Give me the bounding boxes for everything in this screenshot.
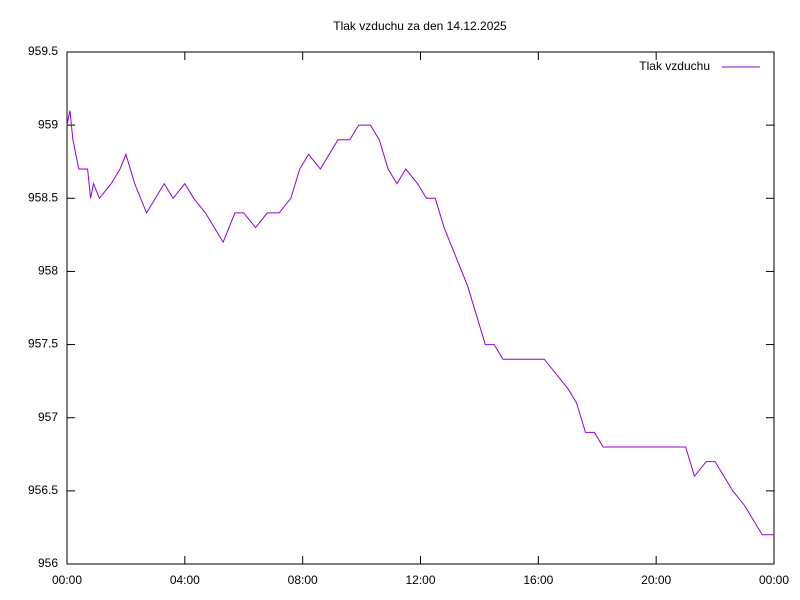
y-tick-label: 958 <box>38 264 58 278</box>
data-line <box>66 110 774 536</box>
x-tick-label: 16:00 <box>523 573 553 587</box>
x-tick-label: 00:00 <box>759 573 789 587</box>
y-tick-label: 958.5 <box>28 190 58 204</box>
x-tick-label: 12:00 <box>405 573 435 587</box>
y-tick-label: 959.5 <box>28 44 58 58</box>
plot-border <box>66 51 775 565</box>
y-tick-label: 957 <box>38 410 58 424</box>
x-tick-label: 20:00 <box>641 573 671 587</box>
y-tick-label: 956 <box>38 556 58 570</box>
x-tick-label: 08:00 <box>288 573 318 587</box>
y-tick-label: 957.5 <box>28 337 58 351</box>
legend-label: Tlak vzduchu <box>639 59 710 73</box>
x-tick-label: 04:00 <box>170 573 200 587</box>
y-tick-label: 956.5 <box>28 483 58 497</box>
chart-title: Tlak vzduchu za den 14.12.2025 <box>333 19 507 33</box>
y-tick-label: 959 <box>38 117 58 131</box>
x-tick-label: 00:00 <box>52 573 82 587</box>
